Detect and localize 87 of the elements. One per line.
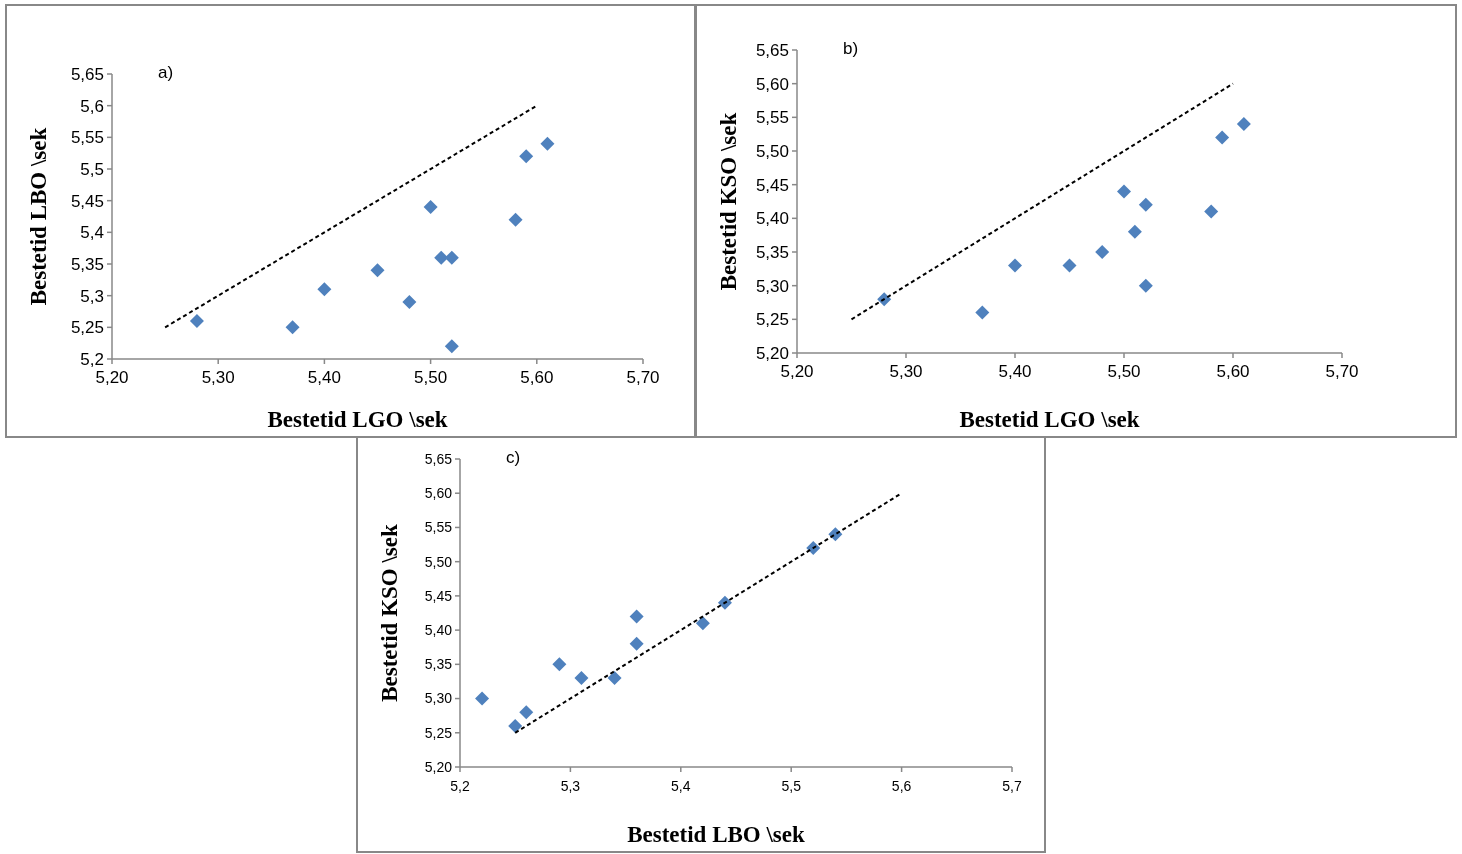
y-tick-label: 5,45: [424, 587, 453, 604]
y-tick-label: 5,35: [755, 242, 789, 262]
x-tick-label: 5,5: [781, 778, 802, 794]
point: [1117, 184, 1131, 199]
point: [285, 320, 300, 335]
point: [444, 250, 459, 265]
point: [1095, 245, 1110, 259]
y-tick-label: 5,30: [755, 276, 789, 296]
point: [1215, 130, 1230, 145]
annotation: b): [843, 39, 859, 58]
y-tick-label: 5,65: [70, 64, 104, 84]
annotation: c): [506, 448, 521, 467]
point: [402, 295, 417, 309]
x-tick-label: 5,40: [998, 362, 1032, 381]
y-tick-label: 5,20: [755, 343, 789, 363]
x-tick-label: 5,4: [671, 778, 691, 794]
x-axis-title: Bestetid LGO \sek: [959, 407, 1140, 432]
y-tick-label: 5,55: [755, 108, 789, 128]
y-tick-label: 5,55: [424, 519, 453, 536]
y-axis-title: Bestetid LBO \sek: [26, 127, 51, 306]
point: [475, 691, 490, 706]
point: [508, 212, 523, 227]
point: [1062, 258, 1077, 273]
y-tick-label: 5,60: [424, 485, 453, 502]
point: [552, 657, 567, 672]
x-tick-label: 5,20: [780, 362, 814, 381]
y-tick-label: 5,20: [424, 758, 453, 775]
x-tick-label: 5,70: [626, 368, 660, 387]
y-tick-label: 5,65: [755, 40, 789, 60]
y-tick-label: 5,25: [70, 318, 104, 338]
x-tick-label: 5,3: [560, 778, 581, 794]
point: [370, 263, 385, 278]
point: [519, 149, 534, 164]
y-tick-label: 5,4: [80, 223, 104, 243]
point: [423, 200, 438, 214]
point: [1127, 224, 1142, 239]
point: [695, 616, 710, 631]
point: [629, 609, 644, 624]
y-tick-label: 5,50: [755, 141, 789, 161]
y-tick-label: 5,40: [424, 622, 453, 639]
y-tick-label: 5,55: [70, 128, 104, 148]
y-axis-title: Bestetid KSO \sek: [377, 523, 402, 702]
point: [975, 305, 990, 320]
x-tick-label: 5,50: [1107, 362, 1141, 381]
point: [1204, 204, 1219, 219]
x-tick-label: 5,30: [889, 362, 923, 381]
x-tick-label: 5,60: [520, 368, 554, 387]
x-tick-label: 5,30: [201, 368, 235, 387]
point: [629, 636, 644, 651]
x-axis-title: Bestetid LGO \sek: [267, 407, 448, 432]
point: [519, 705, 534, 720]
x-tick-label: 5,60: [1216, 362, 1250, 381]
y-tick-label: 5,35: [424, 656, 453, 673]
y-tick-label: 5,60: [755, 74, 789, 94]
y-tick-label: 5,45: [755, 175, 789, 195]
x-tick-label: 5,2: [450, 778, 470, 794]
point: [1008, 258, 1022, 273]
y-tick-label: 5,30: [424, 690, 453, 707]
y-tick-label: 5,6: [80, 96, 104, 116]
annotation: a): [158, 63, 174, 82]
y-axis-title: Bestetid KSO \sek: [716, 112, 741, 291]
y-tick-label: 5,5: [80, 159, 104, 179]
point: [540, 136, 555, 151]
x-axis-title: Bestetid LBO \sek: [627, 822, 806, 847]
point: [1138, 278, 1153, 293]
point: [1138, 197, 1153, 212]
x-tick-label: 5,70: [1325, 362, 1359, 381]
point: [607, 671, 622, 686]
y-tick-label: 5,45: [70, 191, 104, 211]
y-tick-label: 5,40: [755, 209, 789, 229]
x-tick-label: 5,40: [307, 368, 341, 387]
x-tick-label: 5,6: [891, 778, 912, 794]
y-tick-label: 5,25: [424, 724, 453, 741]
y-tick-label: 5,3: [80, 286, 104, 306]
x-tick-label: 5,7: [1002, 778, 1022, 794]
point: [317, 282, 332, 297]
x-tick-label: 5,20: [95, 368, 129, 387]
y-tick-label: 5,50: [424, 553, 453, 570]
point: [189, 314, 204, 328]
point: [444, 339, 459, 354]
y-tick-label: 5,25: [755, 310, 789, 330]
point: [574, 671, 589, 686]
point: [1236, 117, 1251, 132]
point: [508, 718, 523, 733]
y-tick-label: 5,65: [424, 450, 453, 467]
y-tick-label: 5,35: [70, 254, 104, 274]
point: [434, 250, 449, 265]
